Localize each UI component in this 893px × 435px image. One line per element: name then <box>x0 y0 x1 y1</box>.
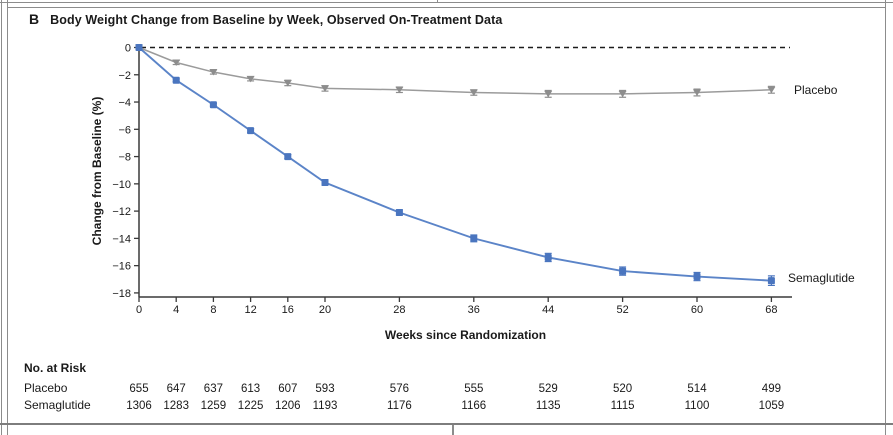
data-point-triangle <box>395 86 404 94</box>
data-point-square <box>693 273 701 281</box>
placebo-line <box>138 46 772 95</box>
risk-value: 647 <box>167 383 186 395</box>
risk-value: 1306 <box>126 400 152 412</box>
data-point-square <box>284 153 292 161</box>
y-tick-label: −2 <box>118 70 131 82</box>
data-point-square <box>135 44 143 51</box>
bottom-divider-tick <box>452 425 454 435</box>
x-tick-label: 60 <box>691 304 703 316</box>
risk-value: 1059 <box>759 400 785 412</box>
risk-value: 613 <box>241 383 260 395</box>
x-tick-label: 12 <box>244 304 256 316</box>
x-tick-label: 68 <box>765 304 777 316</box>
data-point-triangle <box>767 86 776 94</box>
data-point-triangle <box>283 79 292 87</box>
data-point-square <box>321 178 329 186</box>
risk-value: 1100 <box>685 400 710 412</box>
x-tick-label: 44 <box>542 304 554 316</box>
x-tick-label: 4 <box>173 304 179 316</box>
panel-right-border <box>885 0 886 435</box>
x-axis-title: Weeks since Randomization <box>384 328 547 342</box>
risk-table-title: No. at Risk <box>24 361 87 375</box>
risk-value: 1206 <box>275 400 301 412</box>
data-point-square <box>544 253 552 261</box>
x-tick-label: 8 <box>210 304 216 316</box>
y-tick-label: 0 <box>125 43 131 55</box>
data-point-triangle <box>469 89 478 96</box>
data-point-triangle <box>618 90 627 98</box>
data-point-square <box>470 234 478 242</box>
y-tick-label: −12 <box>112 206 131 218</box>
risk-value: 576 <box>390 383 409 395</box>
risk-value: 593 <box>315 383 334 395</box>
risk-value: 1283 <box>163 400 189 412</box>
series-label-semaglutide: Semaglutide <box>788 271 855 285</box>
outer-left-border <box>1 0 2 435</box>
x-tick-label: 28 <box>393 304 405 316</box>
risk-value: 1225 <box>238 400 264 412</box>
y-tick-label: −8 <box>118 152 131 164</box>
risk-value: 1259 <box>201 400 227 412</box>
y-tick-label: −14 <box>112 233 131 245</box>
x-tick-label: 16 <box>282 304 294 316</box>
data-point-triangle <box>321 85 329 92</box>
data-point-triangle <box>246 75 255 83</box>
risk-value: 1115 <box>611 400 635 412</box>
y-tick-label: −6 <box>118 124 131 136</box>
risk-value: 1166 <box>461 400 486 412</box>
x-tick-label: 36 <box>468 304 480 316</box>
y-axis-title: Change from Baseline (%) <box>90 96 104 246</box>
risk-row-label-semaglutide: Semaglutide <box>24 398 91 412</box>
risk-value: 555 <box>464 383 483 395</box>
data-point-triangle <box>693 89 701 96</box>
risk-row-label-placebo: Placebo <box>24 381 68 395</box>
panel-top-border <box>7 7 886 8</box>
panel-title: Body Weight Change from Baseline by Week… <box>50 13 503 27</box>
panel-bottom-border <box>0 423 893 425</box>
risk-value: 529 <box>539 383 558 395</box>
data-point-square <box>395 208 403 216</box>
series-label-placebo: Placebo <box>794 83 838 97</box>
data-point-triangle <box>544 90 553 98</box>
y-tick-label: −16 <box>112 261 131 273</box>
panel-letter: B <box>29 11 40 27</box>
risk-value: 1176 <box>387 400 412 412</box>
risk-value: 637 <box>204 383 223 395</box>
semaglutide-line <box>138 46 772 282</box>
panel-a-bottom-border <box>0 2 893 3</box>
risk-value: 607 <box>278 383 297 395</box>
top-divider-tick <box>437 0 438 2</box>
risk-value: 520 <box>613 383 632 395</box>
y-tick-label: −10 <box>112 179 131 191</box>
data-point-square <box>172 76 180 84</box>
risk-value: 1135 <box>536 400 561 412</box>
data-point-square <box>209 101 217 109</box>
x-tick-label: 20 <box>319 304 331 316</box>
y-tick-label: −4 <box>118 97 131 109</box>
data-point-square <box>247 127 255 135</box>
x-tick-label: 52 <box>616 304 628 316</box>
x-tick-label: 0 <box>136 304 142 316</box>
panel-header: B Body Weight Change from Baseline by We… <box>29 11 502 27</box>
data-point-triangle <box>172 59 181 66</box>
risk-value: 514 <box>687 383 707 395</box>
data-point-triangle <box>209 69 218 76</box>
y-tick-label: −18 <box>112 288 131 300</box>
panel-left-border <box>7 0 8 435</box>
risk-value: 1193 <box>313 400 338 412</box>
data-point-square <box>619 267 627 275</box>
risk-value: 499 <box>762 383 781 395</box>
risk-value: 655 <box>129 383 148 395</box>
data-point-square <box>767 277 775 285</box>
